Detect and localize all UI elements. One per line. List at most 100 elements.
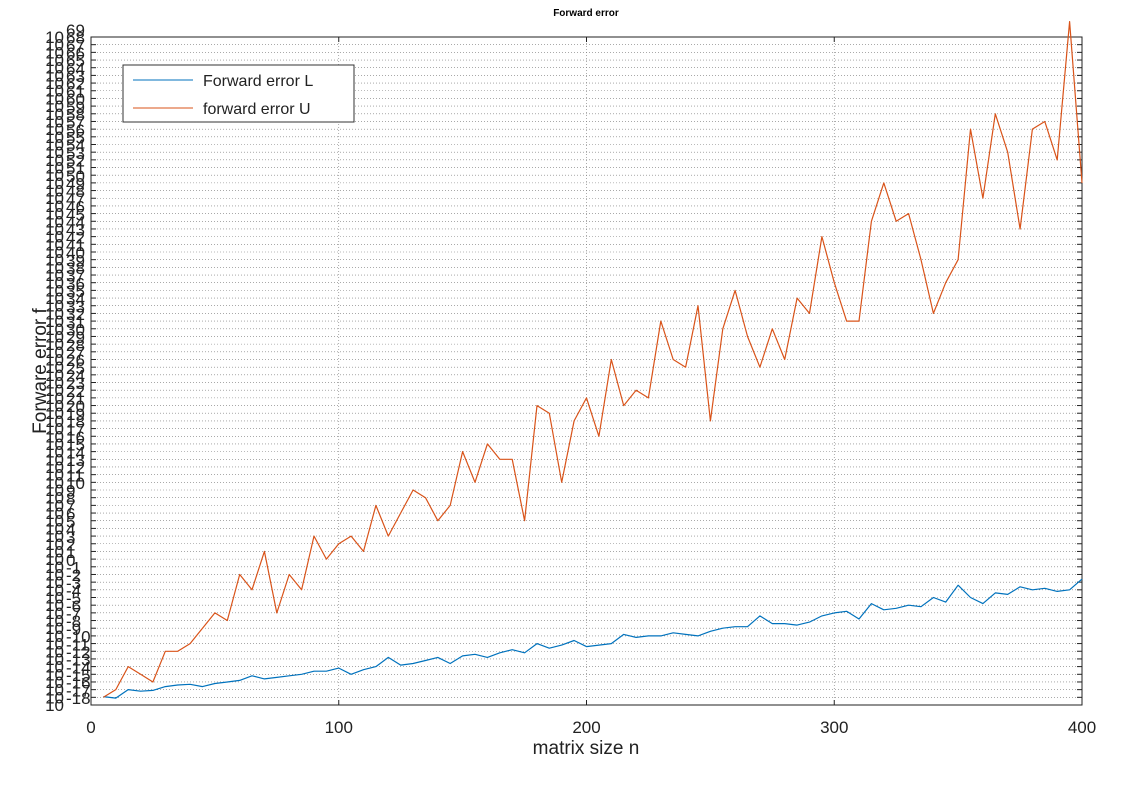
- y-tick-label: 10 -6: [45, 597, 81, 623]
- y-tick-exponent: 55: [66, 128, 85, 147]
- y-tick-exponent: 62: [66, 75, 85, 94]
- y-tick-exponent: 34: [66, 290, 85, 309]
- x-tick-label: 0: [86, 718, 95, 737]
- y-tick-label: 10 24: [45, 367, 85, 393]
- y-tick-label: 10 4: [45, 520, 75, 546]
- y-tick-base: 10: [45, 627, 64, 646]
- y-tick-label: 10 16: [45, 428, 85, 454]
- y-tick-base: 10: [45, 581, 64, 600]
- y-axis-label: Forware error f: [30, 307, 51, 433]
- y-tick-base: 10: [45, 519, 64, 538]
- y-tick-label: 10 38: [45, 259, 85, 285]
- y-tick-label: 10 -10: [45, 628, 91, 654]
- y-tick-base: 10: [45, 550, 64, 569]
- y-tick-exponent: 5: [66, 512, 75, 531]
- y-tick-exponent: -16: [66, 674, 91, 693]
- y-tick-base: 10: [45, 281, 64, 300]
- y-tick-exponent: 8: [66, 489, 75, 508]
- y-tick-label: 10 54: [45, 136, 85, 162]
- y-tick-label: 10 44: [45, 213, 85, 239]
- y-tick-label: 10 13: [45, 451, 85, 477]
- y-tick-base: 10: [45, 412, 64, 431]
- y-tick-base: 10: [45, 304, 64, 323]
- y-tick-label: 10 33: [45, 297, 85, 323]
- y-tick-base: 10: [45, 166, 64, 185]
- y-tick-label: 10 50: [45, 167, 85, 193]
- y-tick-label: 10 -8: [45, 612, 81, 638]
- y-tick-exponent: 15: [66, 436, 85, 455]
- y-tick-base: 10: [45, 112, 64, 131]
- y-tick-base: 10: [45, 205, 64, 224]
- y-tick-label: 10 9: [45, 482, 75, 508]
- y-tick-exponent: 46: [66, 198, 85, 217]
- y-tick-exponent: -3: [66, 574, 81, 593]
- y-tick-base: 10: [45, 642, 64, 661]
- y-tick-base: 10: [45, 596, 64, 615]
- y-tick-exponent: 25: [66, 359, 85, 378]
- y-tick-exponent: 31: [66, 313, 85, 332]
- y-tick-base: 10: [45, 374, 64, 393]
- series-line-forward-error-u: [103, 21, 1083, 698]
- y-tick-base: 10: [45, 28, 64, 47]
- y-tick-exponent: -4: [66, 582, 81, 601]
- y-tick-label: 10 22: [45, 382, 85, 408]
- y-tick-exponent: 3: [66, 528, 75, 547]
- y-tick-label: 10 5: [45, 512, 75, 538]
- y-tick-base: 10: [45, 266, 64, 285]
- x-axis: 0 100 200 300 400: [86, 37, 1096, 737]
- y-tick-base: 10: [45, 527, 64, 546]
- y-tick-label: 10 21: [45, 390, 85, 416]
- y-tick-exponent: 35: [66, 282, 85, 301]
- y-tick-exponent: 61: [66, 82, 85, 101]
- y-tick-base: 10: [45, 343, 64, 362]
- y-tick-base: 10: [45, 542, 64, 561]
- y-tick-base: 10: [45, 182, 64, 201]
- y-tick-base: 10: [45, 289, 64, 308]
- legend-entry-forward-error-u: forward error U: [203, 101, 311, 118]
- y-tick-exponent: 36: [66, 274, 85, 293]
- y-tick-label: 10 -4: [45, 582, 81, 608]
- y-tick-exponent: 65: [66, 52, 85, 71]
- y-tick-base: 10: [45, 97, 64, 116]
- y-tick-label: 10 53: [45, 144, 85, 170]
- y-tick-exponent: 16: [66, 428, 85, 447]
- y-tick-exponent: 22: [66, 382, 85, 401]
- y-tick-base: 10: [45, 481, 64, 500]
- y-tick-base: 10: [45, 135, 64, 154]
- y-tick-label: 10 30: [45, 320, 85, 346]
- y-tick-exponent: 51: [66, 159, 85, 178]
- y-tick-exponent: 37: [66, 267, 85, 286]
- y-tick-base: 10: [45, 74, 64, 93]
- y-tick-base: 10: [45, 473, 64, 492]
- y-tick-exponent: -1: [66, 558, 81, 577]
- y-tick-label: 10 -14: [45, 658, 91, 684]
- y-tick-exponent: -14: [66, 658, 91, 677]
- y-tick-label: 10 -18: [45, 689, 91, 715]
- y-tick-exponent: 54: [66, 136, 85, 155]
- y-tick-exponent: 10: [66, 474, 85, 493]
- y-tick-label: 10 59: [45, 98, 85, 124]
- chart-title: Forward error: [553, 8, 619, 19]
- y-tick-base: 10: [45, 366, 64, 385]
- y-tick-base: 10: [45, 358, 64, 377]
- y-tick-label: 10 25: [45, 359, 85, 385]
- x-tick-label: 200: [572, 718, 600, 737]
- y-tick-label: 10 69: [45, 21, 85, 47]
- y-tick-exponent: 1: [66, 543, 75, 562]
- y-tick-exponent: 29: [66, 328, 85, 347]
- y-tick-exponent: -17: [66, 681, 91, 700]
- y-tick-base: 10: [45, 251, 64, 270]
- y-tick-label: 10 42: [45, 228, 85, 254]
- y-tick-base: 10: [45, 235, 64, 254]
- y-tick-base: 10: [45, 197, 64, 216]
- y-tick-base: 10: [45, 89, 64, 108]
- y-tick-label: 10 67: [45, 36, 85, 62]
- y-tick-exponent: 30: [66, 320, 85, 339]
- y-tick-label: 10 18: [45, 413, 85, 439]
- y-tick-exponent: 18: [66, 413, 85, 432]
- y-tick-label: 10 19: [45, 405, 85, 431]
- y-tick-exponent: -5: [66, 589, 81, 608]
- y-tick-exponent: -7: [66, 605, 81, 624]
- y-tick-base: 10: [45, 681, 64, 700]
- y-tick-exponent: 2: [66, 535, 75, 554]
